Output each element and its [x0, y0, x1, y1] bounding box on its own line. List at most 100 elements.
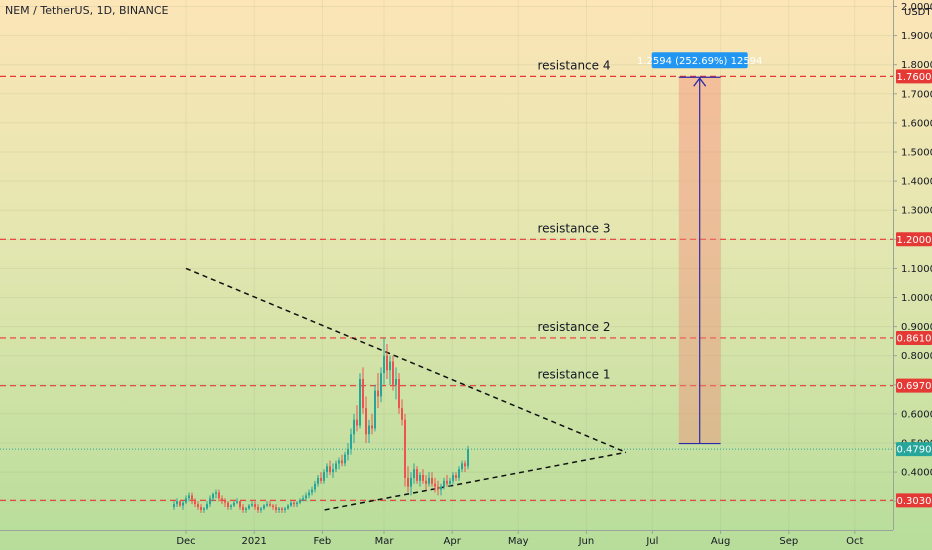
- candle-body: [227, 502, 229, 508]
- candle-body: [251, 504, 253, 506]
- trendlines[interactable]: [185, 267, 627, 511]
- candle-body: [179, 501, 181, 506]
- candle: [383, 338, 385, 385]
- candle-body: [266, 504, 268, 506]
- candle-body: [302, 498, 304, 500]
- candle: [203, 507, 205, 513]
- candle-body: [344, 454, 346, 464]
- candle-body: [419, 475, 421, 481]
- x-tick-label: 2021: [241, 536, 266, 547]
- candle-body: [458, 469, 460, 478]
- candle: [389, 355, 391, 385]
- candle: [344, 451, 346, 467]
- candle: [464, 460, 466, 473]
- candle-body: [356, 419, 358, 426]
- candle-body: [404, 419, 406, 478]
- x-tick-label: Dec: [176, 536, 195, 547]
- candle: [455, 472, 457, 481]
- candle: [272, 504, 274, 510]
- candle: [440, 483, 442, 496]
- level-label: resistance 2: [538, 320, 611, 334]
- level-price-tag: [896, 378, 932, 393]
- candle-body: [449, 480, 451, 484]
- candle: [392, 355, 394, 391]
- candle-body: [374, 390, 376, 429]
- candle: [422, 469, 424, 484]
- candle-body: [212, 493, 214, 499]
- level-price-tag-text: 1.2000: [897, 235, 932, 246]
- candle: [419, 472, 421, 487]
- candle-body: [287, 505, 289, 509]
- level-price-tag: [896, 330, 932, 345]
- candle: [347, 443, 349, 461]
- candle-body: [401, 408, 403, 420]
- candle-body: [185, 498, 187, 503]
- candle: [374, 384, 376, 432]
- candle: [461, 460, 463, 473]
- candle-body: [317, 477, 319, 484]
- candle-body: [203, 508, 205, 510]
- candle-body: [233, 502, 235, 506]
- candle-body: [431, 477, 433, 484]
- candle-body: [359, 378, 361, 426]
- candle-body: [176, 501, 178, 505]
- candle: [362, 367, 364, 414]
- candle: [275, 504, 277, 513]
- current-price-tag-text: 0.4790: [897, 445, 932, 456]
- candle-body: [173, 504, 175, 508]
- candle-body: [413, 469, 415, 478]
- candle: [230, 504, 232, 510]
- trendline[interactable]: [324, 451, 627, 511]
- candle-body: [230, 505, 232, 508]
- candle: [296, 501, 298, 508]
- candle: [221, 495, 223, 505]
- candle-body: [368, 425, 370, 435]
- level-price-tag-text: 0.3030: [897, 496, 932, 507]
- candle-body: [461, 463, 463, 470]
- candle: [380, 367, 382, 403]
- candle: [377, 373, 379, 409]
- candle: [182, 501, 184, 510]
- candle: [398, 373, 400, 414]
- candle: [368, 419, 370, 443]
- currency-label: USDT: [904, 7, 932, 18]
- candle: [446, 475, 448, 487]
- measure-label-box: [651, 52, 748, 69]
- candle: [386, 344, 388, 379]
- candle: [278, 507, 280, 513]
- trendline[interactable]: [185, 267, 627, 454]
- candle-body: [188, 495, 190, 499]
- candle-body: [332, 469, 334, 473]
- candle-body: [269, 504, 271, 506]
- candle-body: [263, 505, 265, 509]
- price-range-measure[interactable]: 1.2594 (252.69%) 12594: [637, 52, 762, 445]
- candle-body: [323, 472, 325, 481]
- y-tick-label: 1.5000: [901, 148, 932, 159]
- candle: [206, 501, 208, 510]
- candle: [251, 501, 253, 508]
- candle-body: [392, 361, 394, 385]
- candle-body: [398, 378, 400, 409]
- y-tick-label: 1.1000: [901, 264, 932, 275]
- candle-body: [365, 408, 367, 435]
- price-tags: 1.7600 1.2000 0.8610 0.6970 0.3030 0.4790: [896, 69, 932, 508]
- candle: [311, 486, 313, 496]
- time-axis[interactable]: Dec 2021 Feb Mar Apr May Jun Jul Aug Sep Oct: [0, 530, 893, 547]
- candle: [290, 501, 292, 508]
- candle-body: [467, 449, 469, 467]
- candle-body: [197, 504, 199, 508]
- x-tick-label: Apr: [444, 536, 462, 547]
- level-price-tag: [896, 493, 932, 508]
- candle-body: [200, 507, 202, 510]
- candle-body: [443, 480, 445, 487]
- candle: [350, 428, 352, 455]
- candle: [305, 492, 307, 502]
- candle: [281, 507, 283, 513]
- y-tick-label: 1.7000: [901, 89, 932, 100]
- candle: [395, 367, 397, 400]
- level-price-tag-text: 1.7600: [897, 72, 932, 83]
